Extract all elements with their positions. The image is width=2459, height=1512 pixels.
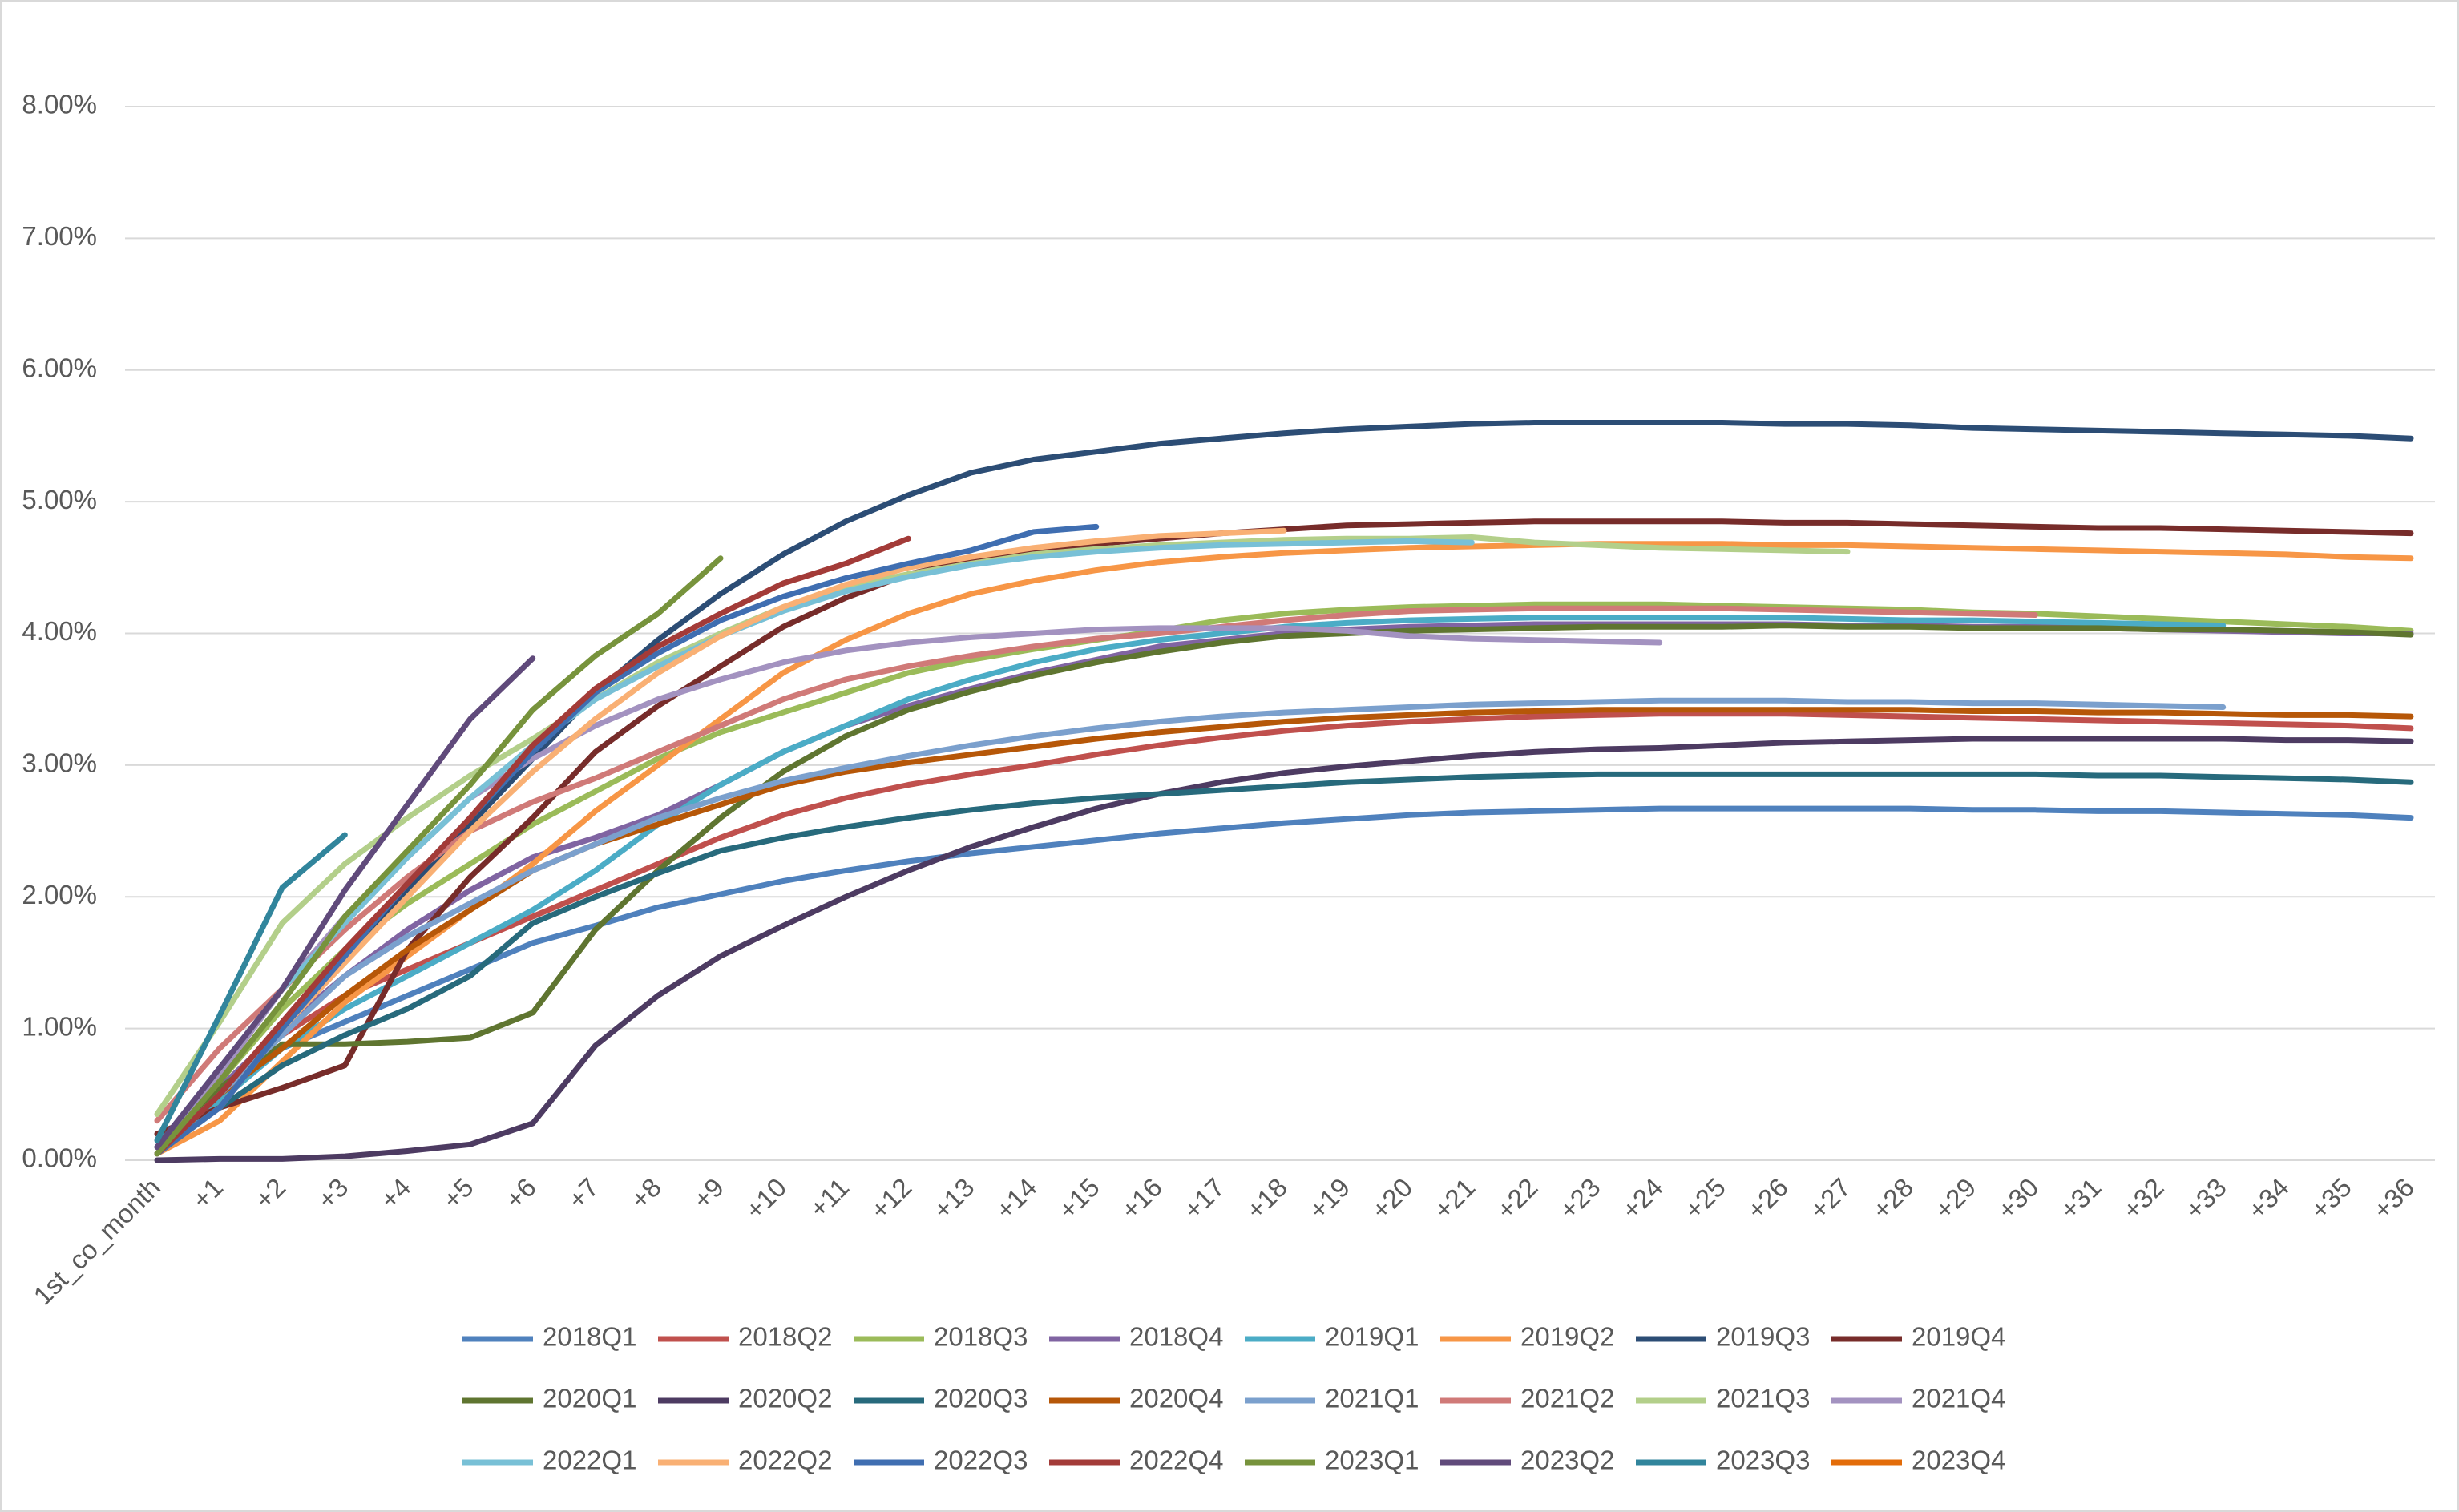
legend-item: 2023Q1 xyxy=(1245,1445,1419,1475)
legend-item: 2023Q4 xyxy=(1831,1445,2005,1475)
series-line xyxy=(154,697,2227,1157)
legend-item: 2022Q2 xyxy=(658,1445,832,1475)
y-tick-label: 0.00% xyxy=(22,1143,97,1173)
series-line xyxy=(154,711,2414,1157)
legend-label: 2020Q4 xyxy=(1129,1384,1223,1413)
y-tick-label: 3.00% xyxy=(22,748,97,778)
legend-item: 2020Q3 xyxy=(854,1384,1028,1413)
legend-label: 2023Q1 xyxy=(1325,1445,1419,1475)
legend-item: 2022Q4 xyxy=(1049,1445,1223,1475)
legend-item: 2021Q4 xyxy=(1831,1384,2005,1413)
legend-item: 2023Q3 xyxy=(1636,1445,1810,1475)
legend-item: 2020Q2 xyxy=(658,1384,832,1413)
series-line xyxy=(154,555,724,1157)
legend-item: 2018Q2 xyxy=(658,1322,832,1352)
legend-item: 2020Q1 xyxy=(462,1384,636,1413)
legend-label: 2023Q2 xyxy=(1520,1445,1614,1475)
legend-label: 2022Q4 xyxy=(1129,1445,1223,1475)
legend-item: 2021Q2 xyxy=(1440,1384,1614,1413)
legend-item: 2018Q4 xyxy=(1049,1322,1223,1352)
legend-label: 2019Q2 xyxy=(1520,1322,1614,1352)
legend-label: 2023Q4 xyxy=(1912,1445,2005,1475)
y-tick-label: 1.00% xyxy=(22,1011,97,1041)
legend-label: 2022Q2 xyxy=(738,1445,832,1475)
legend-label: 2022Q1 xyxy=(543,1445,636,1475)
legend-item: 2019Q2 xyxy=(1440,1322,1614,1352)
legend-label: 2018Q4 xyxy=(1129,1322,1223,1352)
legend-item: 2020Q4 xyxy=(1049,1384,1223,1413)
series-line xyxy=(154,527,1287,1157)
legend-item: 2023Q2 xyxy=(1440,1445,1614,1475)
series-line xyxy=(154,655,536,1151)
y-tick-label: 6.00% xyxy=(22,353,97,382)
legend-item: 2018Q1 xyxy=(462,1322,636,1352)
legend-item: 2019Q1 xyxy=(1245,1322,1419,1352)
series-line xyxy=(154,832,348,1143)
legend-label: 2019Q1 xyxy=(1325,1322,1419,1352)
y-tick-label: 8.00% xyxy=(22,90,97,119)
y-tick-label: 5.00% xyxy=(22,485,97,514)
legend-label: 2021Q2 xyxy=(1520,1384,1614,1413)
legend-item: 2022Q1 xyxy=(462,1445,636,1475)
y-tick-label: 2.00% xyxy=(22,880,97,909)
series-line xyxy=(154,771,2414,1157)
series-line xyxy=(154,535,911,1157)
legend-label: 2020Q3 xyxy=(934,1384,1028,1413)
legend-label: 2021Q3 xyxy=(1716,1384,1810,1413)
legend-label: 2023Q3 xyxy=(1716,1445,1810,1475)
series-line xyxy=(154,805,2414,1157)
legend-label: 2021Q1 xyxy=(1325,1384,1419,1413)
legend-label: 2019Q3 xyxy=(1716,1322,1810,1352)
series-line xyxy=(154,538,1475,1151)
legend-item: 2019Q3 xyxy=(1636,1322,1810,1352)
series-line xyxy=(154,523,1100,1157)
legend-item: 2021Q3 xyxy=(1636,1384,1810,1413)
legend-label: 2018Q3 xyxy=(934,1322,1028,1352)
legend-label: 2018Q2 xyxy=(738,1322,832,1352)
legend-label: 2019Q4 xyxy=(1912,1322,2005,1352)
legend-label: 2018Q1 xyxy=(543,1322,636,1352)
series-line xyxy=(154,615,2227,1157)
legend-item: 2019Q4 xyxy=(1831,1322,2005,1352)
legend-label: 2022Q3 xyxy=(934,1445,1028,1475)
y-tick-label: 7.00% xyxy=(22,221,97,251)
series-line xyxy=(154,541,2414,1157)
legend-label: 2021Q4 xyxy=(1912,1384,2005,1413)
series-line xyxy=(154,623,2414,1157)
legend-item: 2021Q1 xyxy=(1245,1384,1419,1413)
legend-label: 2020Q1 xyxy=(543,1384,636,1413)
y-tick-label: 4.00% xyxy=(22,616,97,646)
legend-label: 2020Q2 xyxy=(738,1384,832,1413)
legend-item: 2022Q3 xyxy=(854,1445,1028,1475)
series-line xyxy=(154,736,2414,1163)
legend-item: 2018Q3 xyxy=(854,1322,1028,1352)
